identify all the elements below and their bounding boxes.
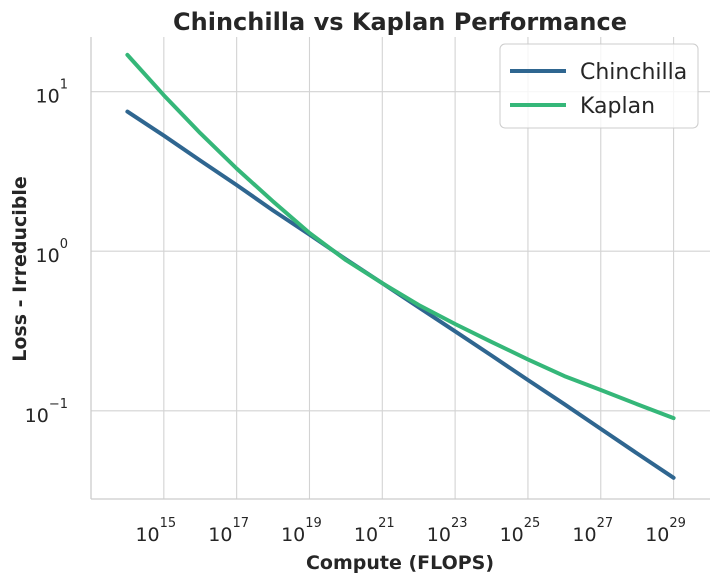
- legend-label-chinchilla: Chinchilla: [580, 60, 687, 85]
- y-axis-label: Loss - Irreducible: [9, 176, 31, 362]
- legend-label-kaplan: Kaplan: [580, 94, 655, 119]
- axes: [90, 37, 710, 500]
- x-tick-label: 1023: [427, 516, 468, 546]
- series-line-kaplan: [125, 52, 676, 421]
- tick-labels: 1015 1017 1019 1021 1023 1025 1027 1029 101 100 10…: [25, 78, 686, 546]
- x-tick-label: 1017: [208, 516, 249, 546]
- x-tick-label: 1019: [281, 516, 322, 546]
- series-layer: [125, 52, 676, 480]
- x-tick-label: 1025: [500, 516, 541, 546]
- x-tick-label: 1015: [135, 516, 176, 546]
- x-axis-label: Compute (FLOPS): [306, 552, 494, 574]
- y-tick-label: 10−1: [25, 397, 68, 427]
- y-tick-label: 100: [36, 237, 68, 267]
- legend: Chinchilla Kaplan: [499, 43, 699, 129]
- x-tick-label: 1029: [645, 516, 686, 546]
- y-tick-label: 101: [36, 78, 68, 108]
- chart-title: Chinchilla vs Kaplan Performance: [173, 8, 627, 36]
- x-tick-label: 1021: [354, 516, 395, 546]
- x-tick-label: 1027: [572, 516, 613, 546]
